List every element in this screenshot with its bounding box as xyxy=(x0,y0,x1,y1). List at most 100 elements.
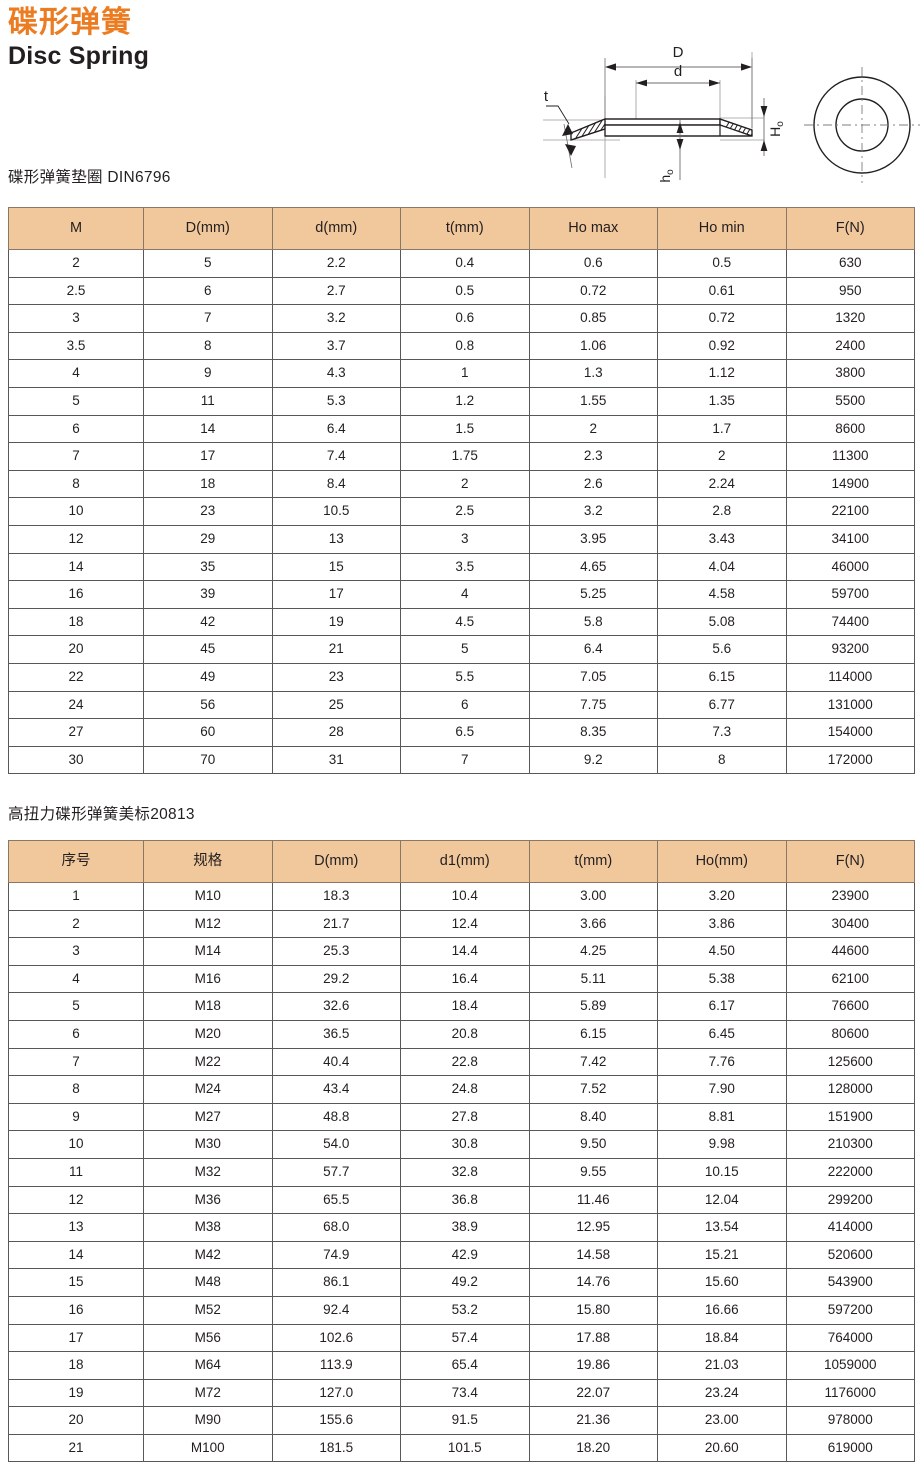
table-row: 30 70 31 7 9.2 8 172000 xyxy=(8,745,915,775)
table-cell: 0.6 xyxy=(528,249,658,278)
table-cell: 4 xyxy=(8,359,144,388)
table-cell: 65.4 xyxy=(400,1351,530,1380)
table-cell: 8.4 xyxy=(271,469,401,499)
table-cell: 44600 xyxy=(785,937,915,966)
table-cell: 2 xyxy=(8,249,144,278)
table-cell: 0.72 xyxy=(657,304,787,333)
table-cell: 20.8 xyxy=(400,1019,530,1049)
table-cell: M30 xyxy=(143,1130,273,1159)
table-cell: 2.5 xyxy=(400,497,530,526)
table-cell: 30400 xyxy=(785,909,915,939)
table-cell: 6.4 xyxy=(528,635,658,664)
table-cell: 14 xyxy=(8,1240,144,1270)
table-cell: 414000 xyxy=(785,1213,915,1242)
table-header-row: M D(mm) d(mm) t(mm) Ho max Ho min F(N) xyxy=(8,207,915,250)
table-cell: 1.06 xyxy=(528,331,658,361)
table-cell: 36.8 xyxy=(400,1185,530,1215)
din6796-table-body: 2 5 2.2 0.4 0.6 0.5 630 2.5 6 2.7 0.5 0.72 0.61 950 3 7… xyxy=(8,249,915,775)
table-row: 21 M100 181.5 101.5 18.20 20.60 619000 xyxy=(8,1433,915,1462)
table-cell: 91.5 xyxy=(400,1406,530,1435)
table-cell: 12.4 xyxy=(400,909,530,939)
table-cell: 299200 xyxy=(785,1185,915,1215)
table-cell: 5.5 xyxy=(400,662,530,692)
table-cell: 8600 xyxy=(785,414,915,444)
table-row: 4 9 4.3 1 1.3 1.12 3800 xyxy=(8,359,915,388)
din6796-spec-table: M D(mm) d(mm) t(mm) Ho max Ho min F(N) 2… xyxy=(8,207,915,775)
table-cell: 8.81 xyxy=(657,1102,787,1132)
table-cell: 7.90 xyxy=(657,1075,787,1104)
table-cell: 3.5 xyxy=(400,552,530,582)
table-cell: 7.3 xyxy=(657,718,787,747)
table-cell: 6.15 xyxy=(528,1019,658,1049)
table-cell: 5 xyxy=(400,635,530,664)
table-cell: 11.46 xyxy=(528,1185,658,1215)
table-cell: 49 xyxy=(143,662,273,692)
table-cell: 7 xyxy=(8,442,144,471)
table-cell: 22.8 xyxy=(400,1047,530,1077)
table-cell: 2.2 xyxy=(271,249,401,278)
table-cell: M27 xyxy=(143,1102,273,1132)
table-cell: 17 xyxy=(8,1323,144,1353)
table-cell: M52 xyxy=(143,1295,273,1325)
section-caption-us20813: 高扭力碟形弹簧美标20813 xyxy=(8,806,195,823)
table-cell: 0.92 xyxy=(657,331,787,361)
table-cell: 10.5 xyxy=(271,497,401,526)
table-cell: 0.61 xyxy=(657,276,787,306)
table-row: 24 56 25 6 7.75 6.77 131000 xyxy=(8,690,915,720)
column-header-t: t(mm) xyxy=(400,207,530,250)
table-cell: 28 xyxy=(271,718,401,747)
table-cell: 10 xyxy=(8,497,144,526)
column-header-D: D(mm) xyxy=(143,207,273,250)
table-cell: 113.9 xyxy=(271,1351,401,1380)
table-cell: 7 xyxy=(400,745,530,775)
table-cell: 30 xyxy=(8,745,144,775)
table-cell: 14.4 xyxy=(400,937,530,966)
table-cell: 0.5 xyxy=(400,276,530,306)
table-cell: 59700 xyxy=(785,580,915,609)
table-cell: 3.95 xyxy=(528,524,658,554)
table-cell: 13.54 xyxy=(657,1213,787,1242)
table-cell: 14 xyxy=(143,414,273,444)
table-cell: 15 xyxy=(8,1268,144,1297)
table-cell: 6.15 xyxy=(657,662,787,692)
table-cell: M22 xyxy=(143,1047,273,1077)
table-cell: 7.4 xyxy=(271,442,401,471)
table-header-row: 序号 规格 D(mm) d1(mm) t(mm) Ho(mm) F(N) xyxy=(8,840,915,883)
table-row: 7 17 7.4 1.75 2.3 2 11300 xyxy=(8,442,915,471)
table-row: 20 45 21 5 6.4 5.6 93200 xyxy=(8,635,915,664)
table-row: 20 M90 155.6 91.5 21.36 23.00 978000 xyxy=(8,1406,915,1435)
table-cell: 24.8 xyxy=(400,1075,530,1104)
table-cell: 29.2 xyxy=(271,964,401,994)
table-row: 12 29 13 3 3.95 3.43 34100 xyxy=(8,524,915,554)
table-cell: 4.04 xyxy=(657,552,787,582)
table-cell: 1 xyxy=(400,359,530,388)
table-cell: 21.36 xyxy=(528,1406,658,1435)
table-cell: 2 xyxy=(8,909,144,939)
us20813-table-body: 1 M10 18.3 10.4 3.00 3.20 23900 2 M12 21.7 12.4 3.6… xyxy=(8,882,915,1462)
dim-label-H0: Ho xyxy=(767,121,786,137)
table-cell: M36 xyxy=(143,1185,273,1215)
table-cell: M42 xyxy=(143,1240,273,1270)
table-cell: 57.7 xyxy=(271,1157,401,1187)
table-cell: 23900 xyxy=(785,882,915,911)
table-cell: 3.86 xyxy=(657,909,787,939)
table-cell: 32.8 xyxy=(400,1157,530,1187)
table-row: 13 M38 68.0 38.9 12.95 13.54 414000 xyxy=(8,1213,915,1242)
table-cell: 1.3 xyxy=(528,359,658,388)
table-cell: 43.4 xyxy=(271,1075,401,1104)
table-row: 16 39 17 4 5.25 4.58 59700 xyxy=(8,580,915,609)
table-cell: 36.5 xyxy=(271,1019,401,1049)
table-cell: 4.25 xyxy=(528,937,658,966)
table-cell: 9.50 xyxy=(528,1130,658,1159)
table-cell: 46000 xyxy=(785,552,915,582)
table-cell: 4.65 xyxy=(528,552,658,582)
table-cell: 1.55 xyxy=(528,386,658,416)
table-cell: 0.6 xyxy=(400,304,530,333)
table-cell: 29 xyxy=(143,524,273,554)
table-cell: 39 xyxy=(143,580,273,609)
table-cell: 12 xyxy=(8,524,144,554)
table-cell: 5500 xyxy=(785,386,915,416)
table-cell: 7.42 xyxy=(528,1047,658,1077)
table-cell: 73.4 xyxy=(400,1378,530,1408)
table-cell: 21 xyxy=(8,1433,144,1462)
